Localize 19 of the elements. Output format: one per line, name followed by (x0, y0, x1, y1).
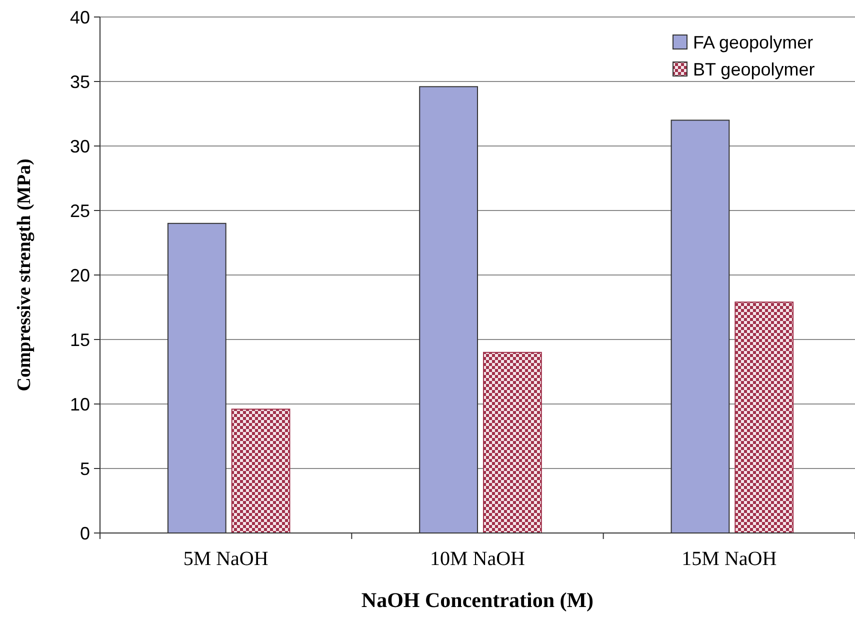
y-tick-label: 15 (70, 330, 90, 350)
y-tick-label: 30 (70, 136, 90, 156)
y-tick-label: 40 (70, 7, 90, 28)
y-tick-label: 10 (70, 394, 90, 414)
y-tick-label: 5 (80, 458, 90, 479)
y-axis-title: Compressive strength (MPa) (14, 158, 35, 392)
x-tick-label: 15M NaOH (682, 548, 777, 570)
bar (483, 352, 542, 534)
y-tick-label: 0 (80, 523, 90, 544)
bar (231, 408, 290, 534)
y-tick-label: 35 (70, 72, 90, 92)
x-axis-title: NaOH Concentration (M) (361, 588, 594, 612)
y-tick-label: 20 (70, 265, 90, 286)
legend-label: FA geopolymer (693, 32, 814, 52)
x-tick-label: 10M NaOH (430, 548, 525, 570)
bar (734, 302, 794, 534)
x-tick-label: 5M NaOH (183, 548, 268, 570)
legend-label: BT geopolymer (693, 59, 815, 80)
y-tick-label: 25 (70, 200, 90, 221)
